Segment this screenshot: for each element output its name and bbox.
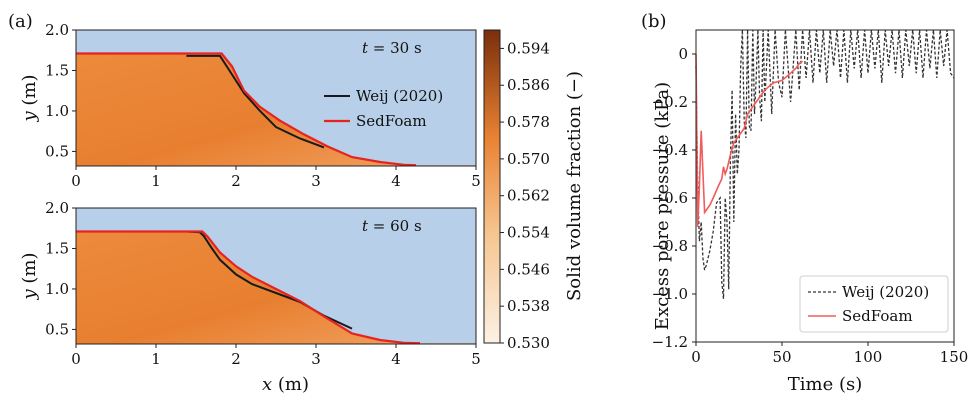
x-tick-label: 0	[71, 172, 81, 190]
colorbar-ticks: 0.594 0.586 0.578 0.570 0.562 0.554 0.546 0.538…	[500, 39, 550, 352]
time-annotation: t = 30 s	[362, 39, 422, 57]
x-tick-label: 50	[772, 348, 791, 366]
y-tick-label: −0.4	[652, 141, 688, 159]
y-tick-label: −1.2	[652, 333, 688, 351]
x-tick-label: 0	[691, 348, 701, 366]
x-tick-label: 5	[471, 350, 481, 368]
legend-label-weij: Weij (2020)	[356, 87, 443, 105]
legend-label-sedfoam: SedFoam	[842, 307, 913, 325]
colorbar-tick-label: 0.578	[507, 113, 550, 131]
x-tick-label: 4	[391, 172, 401, 190]
x-tick-label: 100	[854, 348, 883, 366]
colorbar-tick-label: 0.554	[507, 224, 550, 242]
x-axis-label-unit: (m)	[272, 374, 309, 395]
time-annotation-var: t	[362, 39, 369, 57]
y-axis-label-var: y	[19, 289, 40, 301]
subplot-t30: 0 1 2 3 4 5 0.5 1.0 1.5 2.0 t = 30 s y (m) Weij (…	[19, 21, 481, 190]
panel-label-a: (a)	[8, 11, 33, 32]
x-tick-label: 3	[311, 350, 321, 368]
tick-labels: 0 1 2 3 4 5 0.5 1.0 1.5 2.0	[45, 199, 481, 368]
y-tick-label: −1.0	[652, 285, 688, 303]
x-axis-label-var: x	[262, 374, 272, 395]
x-tick-label: 3	[311, 172, 321, 190]
y-axis-label-var: y	[19, 111, 40, 123]
colorbar-tick-label: 0.586	[507, 76, 550, 94]
weij-pressure-line	[695, 29, 955, 299]
colorbar-tick-label: 0.538	[507, 297, 550, 315]
x-axis-label: Time (s)	[788, 374, 863, 395]
x-tick-label: 4	[391, 350, 401, 368]
y-tick-label: −0.8	[652, 237, 688, 255]
x-axis-label: x (m)	[262, 374, 309, 395]
tick-labels: 0 1 2 3 4 5 0.5 1.0 1.5 2.0	[45, 21, 481, 190]
time-annotation-value: = 60 s	[368, 217, 422, 235]
y-tick-label: −0.6	[652, 189, 688, 207]
legend-label-weij: Weij (2020)	[842, 283, 929, 301]
axes-frame	[695, 29, 955, 343]
sedfoam-pressure-line	[695, 53, 804, 227]
colorbar-tick-label: 0.594	[507, 39, 550, 57]
x-tick-label: 1	[151, 350, 161, 368]
time-annotation-var: t	[362, 217, 369, 235]
legend-label-sedfoam: SedFoam	[356, 112, 427, 130]
legend-box	[799, 275, 949, 333]
y-tick-label: 0.5	[45, 142, 69, 160]
y-tick-label: 1.5	[45, 61, 69, 79]
colorbar-tick-label: 0.562	[507, 187, 550, 205]
sedfoam-profile-line	[76, 230, 421, 345]
y-tick-label: 2.0	[45, 199, 69, 217]
y-tick-label: 1.0	[45, 280, 69, 298]
colorbar-tick-label: 0.546	[507, 260, 550, 278]
x-tick-label: 1	[151, 172, 161, 190]
colorbar-gradient	[483, 29, 501, 344]
y-tick-label: −0.2	[652, 93, 688, 111]
colorbar: 0.594 0.586 0.578 0.570 0.562 0.554 0.546 0.538…	[483, 29, 585, 352]
time-annotation-value: = 30 s	[368, 39, 422, 57]
subplot-pore-pressure: 0 50 100 150 0 −0.2 −0.4 −0.6 −0.8 −1.0 −1.2 Exces…	[652, 29, 969, 395]
sediment-region	[76, 53, 476, 166]
axes-frame	[75, 207, 477, 345]
panel-label-b: (b)	[641, 11, 667, 32]
x-tick-label: 0	[71, 350, 81, 368]
weij-profile-line	[186, 54, 325, 149]
y-axis-label: y (m)	[19, 74, 40, 122]
y-tick-label: 2.0	[45, 21, 69, 39]
y-tick-label: 0.5	[45, 320, 69, 338]
sediment-region	[76, 231, 476, 344]
x-tick-label: 150	[940, 348, 969, 366]
x-tick-label: 5	[471, 172, 481, 190]
y-tick-label: 1.0	[45, 102, 69, 120]
sedfoam-profile-line	[76, 52, 417, 167]
x-tick-label: 2	[231, 172, 241, 190]
colorbar-tick-label: 0.570	[507, 150, 550, 168]
y-axis-label: y (m)	[19, 252, 40, 300]
colorbar-tick-label: 0.530	[507, 334, 550, 352]
axes-frame	[75, 29, 477, 167]
colorbar-label: Solid volume fraction (−)	[564, 71, 585, 301]
y-axis-label: Excess pore pressure (kPa)	[652, 82, 673, 330]
x-tick-label: 2	[231, 350, 241, 368]
subplot-t60: 0 1 2 3 4 5 0.5 1.0 1.5 2.0 t = 60 s y (m) x (m)	[19, 199, 481, 395]
tick-labels: 0 50 100 150 0 −0.2 −0.4 −0.6 −0.8 −1.0 −1.2	[652, 45, 969, 366]
y-tick-label: 0	[678, 45, 688, 63]
time-annotation: t = 60 s	[362, 217, 422, 235]
y-axis-label-unit: (m)	[19, 74, 40, 111]
y-tick-label: 1.5	[45, 239, 69, 257]
y-axis-label-unit: (m)	[19, 252, 40, 289]
